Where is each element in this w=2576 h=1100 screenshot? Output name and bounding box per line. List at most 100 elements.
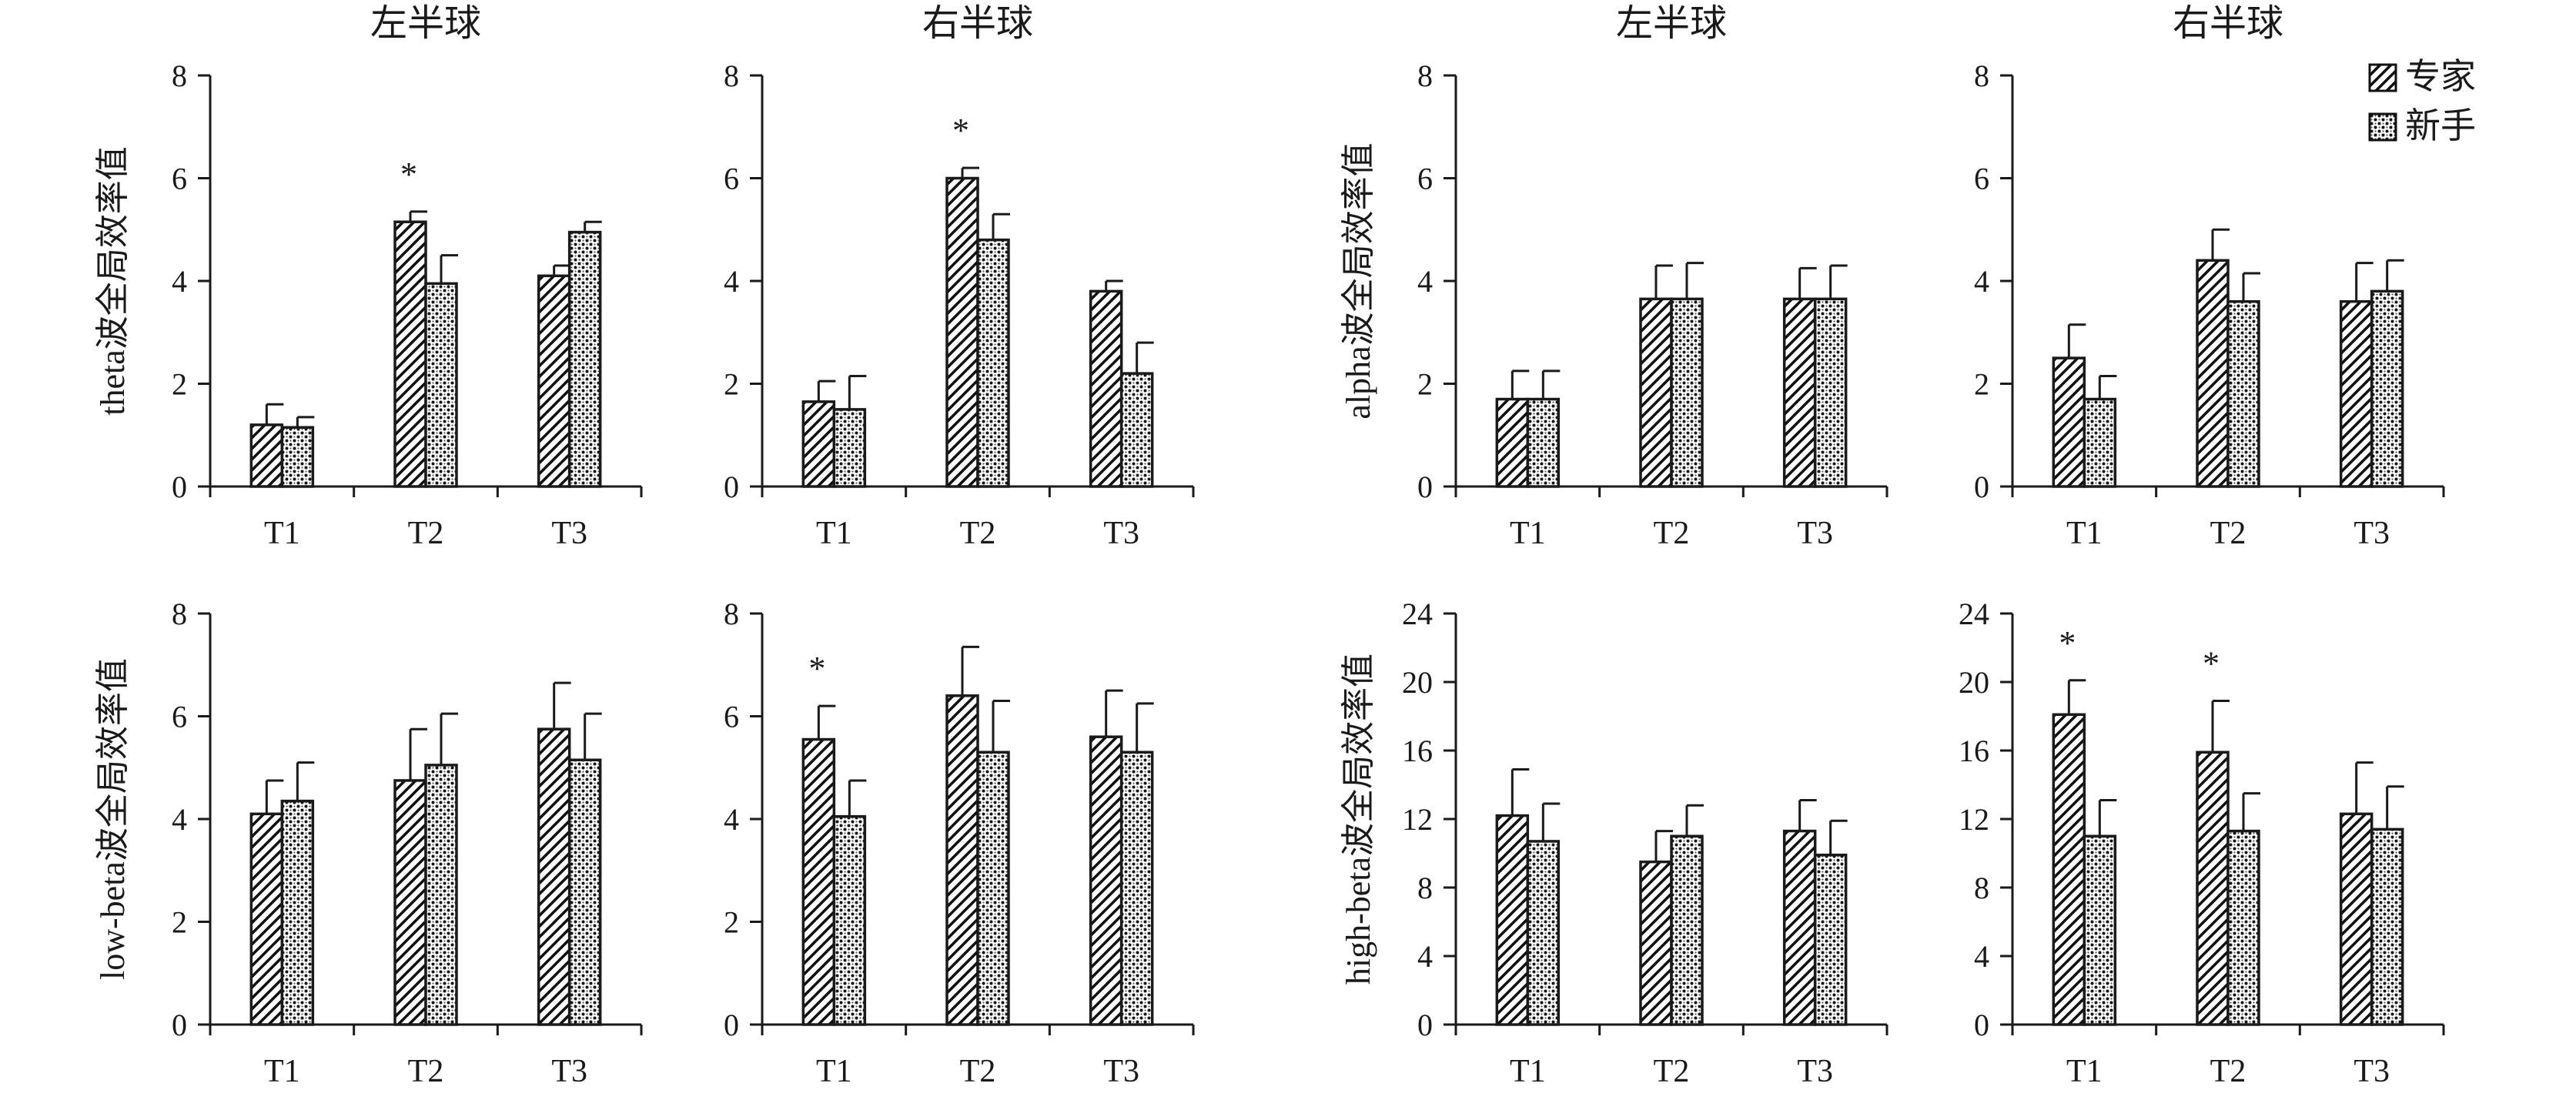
x-tick-label: T3	[1103, 516, 1139, 551]
y-tick-label: 2	[1417, 367, 1433, 402]
chart-panel-5: 0 2 4 6 8 T1 T2 T3 low-beta波全局效率值	[94, 597, 643, 1089]
x-tick-label: T3	[2354, 516, 2390, 551]
x-tick-label: T1	[2066, 516, 2103, 551]
bar-novice-t1	[832, 814, 867, 1026]
legend-item-novice: 新手	[2368, 106, 2476, 145]
legend-swatch-expert	[2368, 63, 2397, 92]
y-tick-label: 4	[1974, 264, 1989, 299]
bar-novice-t2	[2226, 299, 2260, 488]
bar-expert-t3	[2339, 812, 2374, 1026]
bar-novice-t1	[1526, 840, 1561, 1026]
bar-novice-t1	[280, 799, 315, 1026]
y-tick-label: 2	[724, 367, 739, 402]
bar-novice-t3	[2370, 289, 2404, 488]
bar-expert-t2	[393, 779, 427, 1026]
chart-panel-6: 0 2 4 6 8 T1 T2 T3 *	[724, 597, 1195, 1089]
bar-novice-t3	[1119, 372, 1154, 488]
y-axis-label: high-beta波全局效率值	[1340, 654, 1377, 985]
chart-panel-1: 0 2 4 6 8 T1 T2 T3 * 左半球 theta波全局效率值	[94, 3, 643, 551]
x-tick-label: T1	[1510, 516, 1546, 551]
y-tick-label: 0	[724, 1008, 739, 1042]
bar-expert-t2	[945, 176, 979, 488]
y-tick-label: 0	[1974, 470, 1989, 504]
bar-expert-t1	[2052, 356, 2086, 488]
y-tick-label: 2	[172, 367, 187, 402]
x-tick-label: T2	[1654, 516, 1690, 551]
y-tick-label: 8	[724, 59, 739, 93]
x-tick-label: T3	[1797, 1054, 1833, 1089]
bar-expert-t1	[2052, 713, 2086, 1026]
y-tick-label: 4	[724, 802, 739, 837]
y-tick-label: 0	[1417, 470, 1433, 504]
x-tick-label: T2	[408, 516, 444, 551]
bar-expert-t3	[1089, 289, 1123, 488]
x-tick-label: T3	[1797, 516, 1833, 551]
bar-expert-t3	[2339, 299, 2374, 488]
x-tick-label: T2	[2210, 516, 2246, 551]
y-tick-label: 0	[172, 470, 187, 504]
chart-panel-2: 0 2 4 6 8 T1 T2 T3 * 右半球	[724, 3, 1195, 551]
significance-marker: *	[2059, 624, 2076, 662]
y-tick-label: 16	[1959, 734, 1989, 768]
x-tick-label: T1	[816, 1054, 852, 1089]
bar-novice-t3	[1119, 751, 1154, 1026]
y-tick-label: 6	[1974, 162, 1989, 196]
bar-novice-t3	[567, 230, 602, 488]
bar-expert-t1	[249, 812, 284, 1026]
legend-swatch-novice	[2368, 112, 2397, 142]
y-tick-label: 2	[1974, 367, 1989, 402]
bar-expert-t1	[801, 737, 836, 1026]
x-tick-label: T3	[551, 516, 587, 551]
y-tick-label: 4	[1417, 264, 1433, 299]
bar-novice-t2	[2226, 829, 2260, 1026]
bar-expert-t2	[945, 694, 979, 1026]
y-tick-label: 0	[172, 1008, 187, 1042]
bar-novice-t2	[976, 751, 1010, 1026]
bar-expert-t3	[1782, 297, 1817, 488]
y-tick-label: 6	[172, 162, 187, 196]
bar-expert-t2	[1639, 860, 1673, 1026]
y-tick-label: 8	[172, 597, 187, 631]
x-tick-label: T1	[2066, 1054, 2103, 1089]
x-tick-label: T1	[1510, 1054, 1546, 1089]
y-tick-label: 6	[724, 162, 739, 196]
legend-label-novice: 新手	[2405, 106, 2476, 145]
y-axis-label: theta波全局效率值	[94, 146, 132, 416]
bar-expert-t1	[1495, 814, 1530, 1026]
bar-novice-t3	[1813, 297, 1848, 488]
y-tick-label: 4	[1417, 939, 1433, 974]
chart-panel-3: 0 2 4 6 8 T1 T2 T3 左半球 alpha波全局效率值	[1340, 3, 1889, 551]
y-tick-label: 8	[172, 59, 187, 93]
bar-novice-t2	[1670, 834, 1704, 1026]
bar-expert-t3	[1089, 735, 1123, 1026]
y-tick-label: 2	[172, 905, 187, 940]
bar-novice-t2	[976, 238, 1010, 488]
bar-expert-t2	[2196, 751, 2230, 1026]
panel-title: 左半球	[370, 3, 481, 44]
bar-expert-t2	[393, 220, 427, 488]
y-tick-label: 24	[1959, 597, 1989, 631]
x-tick-label: T2	[2210, 1054, 2246, 1089]
bar-novice-t3	[1813, 853, 1848, 1026]
x-tick-label: T3	[551, 1054, 587, 1089]
significance-marker: *	[808, 650, 825, 687]
x-tick-label: T2	[1654, 1054, 1690, 1089]
y-tick-label: 8	[1417, 871, 1433, 905]
y-tick-label: 4	[172, 802, 187, 837]
significance-marker: *	[400, 155, 417, 193]
x-tick-label: T2	[960, 516, 996, 551]
legend-item-expert: 专家	[2368, 57, 2476, 96]
y-tick-label: 8	[724, 597, 739, 631]
x-tick-label: T2	[960, 1054, 996, 1089]
y-axis-label: alpha波全局效率值	[1340, 142, 1377, 419]
y-tick-label: 6	[1417, 162, 1433, 196]
y-tick-label: 12	[1402, 802, 1433, 837]
bar-expert-t3	[537, 727, 571, 1026]
y-tick-label: 8	[1417, 59, 1433, 93]
bar-novice-t2	[424, 282, 458, 488]
y-tick-label: 20	[1959, 665, 1989, 700]
legend-label-expert: 专家	[2405, 57, 2476, 96]
chart-panel-8: 0 4 8 12 16 20 24 T1 T2 T3 * *	[1959, 597, 2445, 1089]
y-tick-label: 12	[1959, 802, 1989, 837]
